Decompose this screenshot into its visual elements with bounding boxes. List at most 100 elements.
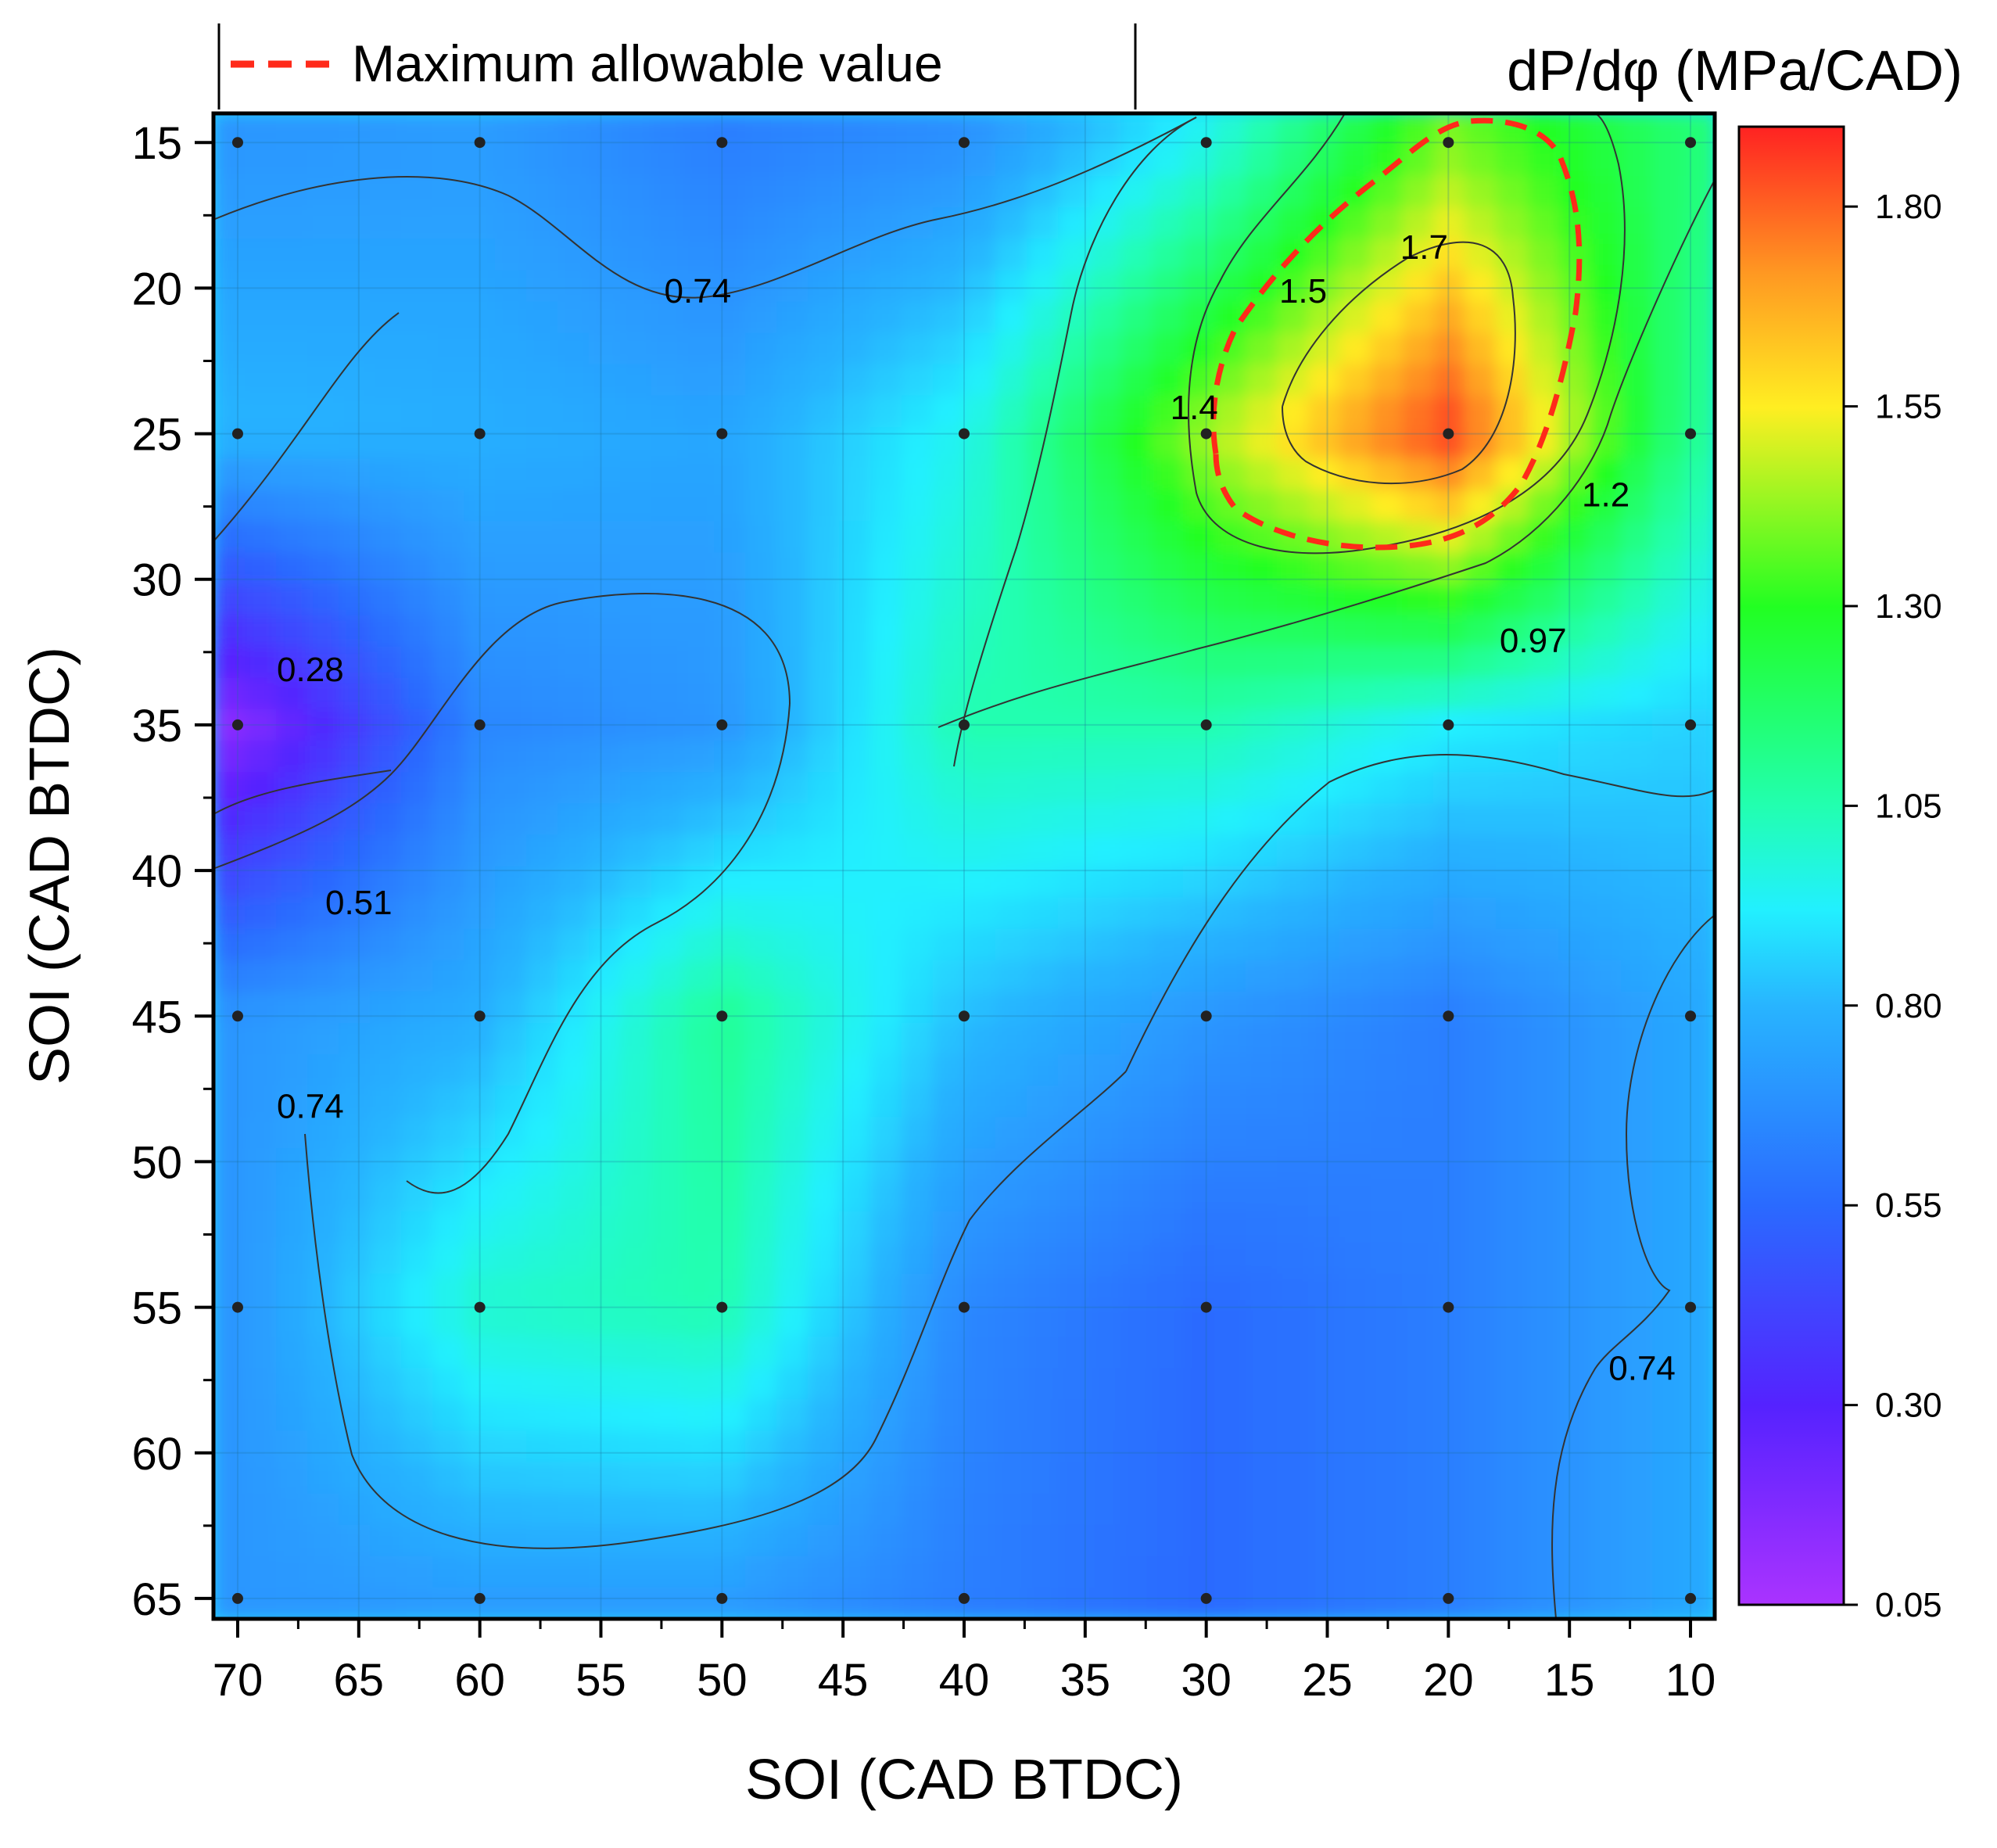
heat-cell (1339, 866, 1371, 899)
heat-cell (1621, 1493, 1653, 1526)
heat-cell (902, 145, 934, 178)
heat-cell (1152, 960, 1184, 992)
heat-cell (995, 583, 1027, 616)
heat-cell (1214, 1524, 1246, 1557)
heat-cell (1527, 1305, 1559, 1338)
heat-cell (1402, 145, 1434, 178)
heat-cell (1433, 772, 1465, 805)
heat-cell (808, 552, 840, 585)
heat-cell (808, 1305, 840, 1338)
heat-cell (1652, 677, 1684, 710)
heat-cell (245, 741, 277, 773)
heat-cell (1465, 1054, 1497, 1087)
heat-cell (1652, 1587, 1684, 1619)
heat-cell (370, 1273, 402, 1306)
heat-cell (964, 458, 996, 491)
heat-cell (1683, 521, 1715, 554)
heat-cell (1089, 364, 1121, 397)
heat-cell (1027, 866, 1059, 899)
heat-cell (307, 1430, 339, 1463)
heat-cell (370, 270, 402, 303)
heat-cell (432, 364, 464, 397)
heat-cell (620, 1337, 652, 1369)
heat-cell (495, 458, 527, 491)
heat-cell (558, 803, 590, 836)
heat-cell (808, 646, 840, 679)
heat-cell (651, 1211, 683, 1243)
heat-cell (339, 1117, 371, 1150)
heat-cell (401, 897, 433, 930)
x-tick-label: 50 (697, 1655, 748, 1706)
heat-cell (401, 1117, 433, 1150)
heat-cell (1058, 427, 1090, 460)
heat-cell (995, 677, 1027, 710)
heat-cell (1183, 1337, 1215, 1369)
heat-cell (870, 145, 902, 178)
heat-cell (839, 1587, 871, 1619)
heat-cell (401, 583, 433, 616)
heat-cell (1402, 866, 1434, 899)
heat-cell (776, 1054, 808, 1087)
heat-cell (1558, 1337, 1590, 1369)
heat-cell (1308, 1524, 1340, 1557)
heat-cell (870, 709, 902, 742)
heat-cell (526, 301, 558, 334)
heat-cell (1058, 1430, 1090, 1463)
heat-cell (1246, 1337, 1278, 1369)
heat-cell (276, 239, 308, 271)
heat-cell (339, 834, 371, 867)
heat-cell (1558, 1054, 1590, 1087)
heat-cell (683, 1399, 715, 1432)
heat-cell (1027, 270, 1059, 303)
legend: Maximum allowable value (217, 23, 1137, 109)
heat-cell (714, 1023, 746, 1056)
heat-cell (964, 1273, 996, 1306)
heat-cell (495, 709, 527, 742)
heat-cell (558, 1524, 590, 1557)
heat-cell (370, 332, 402, 365)
heat-cell (1496, 1462, 1528, 1495)
heat-cell (1089, 1023, 1121, 1056)
heat-cell (1277, 332, 1309, 365)
heat-cell (370, 646, 402, 679)
heat-cell (776, 1556, 808, 1588)
heat-cell (495, 395, 527, 428)
heat-cell (1339, 239, 1371, 271)
heat-cell (1683, 1242, 1715, 1275)
heat-cell (1339, 1399, 1371, 1432)
heat-cell (558, 709, 590, 742)
heat-cell (245, 490, 277, 522)
heat-cell (620, 332, 652, 365)
heat-cell (589, 928, 621, 961)
heat-cell (1496, 646, 1528, 679)
y-tick-label: 65 (131, 1574, 182, 1625)
heat-cell (558, 741, 590, 773)
heat-cell (1683, 270, 1715, 303)
heat-cell (1089, 1430, 1121, 1463)
heat-cell (339, 1587, 371, 1619)
heat-cell (620, 458, 652, 491)
heat-cell (776, 176, 808, 209)
heat-cell (1590, 521, 1622, 554)
heat-cell (432, 615, 464, 648)
heat-cell (1339, 928, 1371, 961)
heat-cell (1308, 1399, 1340, 1432)
heat-cell (1496, 1211, 1528, 1243)
heat-cell (1402, 1462, 1434, 1495)
heat-cell (620, 803, 652, 836)
heat-cell (870, 1023, 902, 1056)
heat-cell (902, 270, 934, 303)
heat-cell (589, 364, 621, 397)
heat-cell (1558, 1023, 1590, 1056)
heat-cell (370, 1085, 402, 1118)
heat-cell (714, 1430, 746, 1463)
heat-cell (839, 332, 871, 365)
heat-cell (933, 1587, 965, 1619)
heat-cell (1433, 1273, 1465, 1306)
heat-cell (964, 270, 996, 303)
heat-cell (245, 270, 277, 303)
heat-cell (1120, 1337, 1153, 1369)
heat-cell (1277, 1368, 1309, 1401)
heat-cell (1652, 113, 1684, 146)
heat-cell (370, 1368, 402, 1401)
